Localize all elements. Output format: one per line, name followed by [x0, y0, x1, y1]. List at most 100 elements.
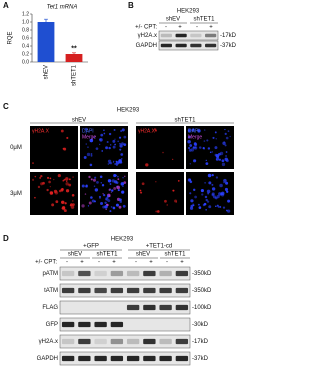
- cell-dot: [224, 144, 227, 147]
- cell-dot: [166, 204, 168, 206]
- blot-band: [160, 43, 172, 48]
- cell-dot: [164, 199, 167, 203]
- significance: **: [71, 46, 77, 53]
- blot-strip: [59, 300, 191, 315]
- cell-dot: [197, 129, 201, 133]
- cell-dot: [219, 151, 224, 156]
- cell-dot: [192, 146, 195, 149]
- cell-dot: [66, 136, 69, 140]
- cell-dot: [66, 180, 68, 183]
- cell-dot: [110, 206, 113, 208]
- blot-band: [126, 304, 140, 311]
- cell-dot: [155, 210, 158, 213]
- cell-dot: [204, 195, 208, 199]
- cell-dot: [107, 179, 112, 183]
- cell-dot: [187, 146, 191, 150]
- cell-dot: [141, 182, 145, 186]
- construct-label: +GFP: [83, 244, 99, 250]
- cell-dot: [96, 181, 99, 184]
- cell-dot: [34, 175, 37, 178]
- cell-dot: [106, 140, 109, 143]
- cell-dot: [99, 175, 103, 179]
- cell-dot: [118, 205, 122, 209]
- cell-dot: [90, 178, 93, 181]
- cell-dot: [94, 188, 99, 192]
- size-label: -17kD: [192, 339, 209, 345]
- cell-dot: [101, 150, 103, 152]
- cell-dot: [206, 200, 210, 203]
- channel-label: DAPI: [82, 128, 94, 134]
- blot-band: [159, 304, 172, 311]
- cell-dot: [121, 190, 125, 194]
- treatment-label: +/- CPT:: [135, 25, 157, 31]
- cell-dot: [100, 202, 104, 206]
- blot-band: [143, 270, 156, 277]
- cell-dot: [122, 204, 126, 208]
- cell-dot: [40, 174, 43, 178]
- size-label: -100kD: [192, 305, 212, 311]
- cell-dot: [120, 129, 123, 133]
- cell-dot: [124, 175, 126, 178]
- cell-dot: [120, 158, 123, 160]
- cell-dot: [145, 163, 149, 167]
- cell-dot: [214, 131, 217, 134]
- blot-band: [160, 33, 172, 38]
- cell-dot: [84, 127, 88, 131]
- cell-dot: [63, 178, 66, 181]
- cell-dot: [112, 206, 116, 210]
- cell-dot: [42, 181, 45, 185]
- cell-dot: [65, 189, 70, 193]
- dose-label: 0μM: [10, 145, 22, 151]
- blot-strip: [59, 283, 191, 298]
- blot-band: [175, 304, 189, 311]
- cell-dot: [207, 147, 211, 150]
- y-tick-label: 0.0: [22, 59, 29, 65]
- cell-dot: [219, 183, 223, 188]
- cell-dot: [190, 148, 195, 152]
- cell-dot: [197, 203, 200, 206]
- cell-dot: [88, 201, 92, 205]
- cell-line: HEK293: [111, 237, 134, 243]
- cell-dot: [200, 189, 204, 193]
- blot-band: [78, 287, 91, 294]
- cell-dot: [111, 179, 115, 183]
- cell-dot: [116, 185, 120, 190]
- cell-dot: [214, 196, 218, 200]
- cell-dot: [118, 198, 122, 202]
- group-label: shEV: [166, 17, 180, 23]
- group-label: shTET1: [96, 252, 118, 258]
- y-tick-label: 0.2: [22, 51, 29, 57]
- cell-dot: [225, 159, 229, 163]
- size-label: -37kD: [220, 43, 237, 49]
- cell-dot: [85, 143, 88, 145]
- cell-dot: [88, 175, 91, 179]
- cell-dot: [53, 189, 58, 194]
- cell-dot: [117, 189, 120, 192]
- blot-band: [159, 270, 172, 277]
- blot-band: [94, 321, 107, 328]
- cell-dot: [60, 129, 64, 133]
- cell-dot: [107, 159, 112, 163]
- cell-dot: [101, 184, 105, 187]
- cell-dot: [70, 205, 75, 209]
- cell-dot: [49, 186, 51, 188]
- cell-dot: [115, 174, 117, 177]
- cell-dot: [107, 163, 110, 165]
- blot-band: [94, 270, 107, 277]
- figure: A Tet1 mRNA RQE 0.0 0.2 0.4 0.6 0.8 1.0 1.2 shEV sh…: [3, 1, 237, 366]
- cell-dot: [187, 135, 191, 139]
- cell-dot: [47, 176, 50, 179]
- cell-dot: [191, 128, 195, 132]
- x-tick-label: shTET1: [72, 64, 78, 86]
- treatment-sign: -: [66, 260, 68, 266]
- blot-band: [78, 321, 91, 328]
- cell-dot: [187, 178, 192, 182]
- bar: [37, 22, 55, 62]
- cell-dot: [193, 142, 197, 146]
- channel-label: Merge: [82, 134, 96, 140]
- cell-dot: [112, 139, 116, 143]
- treatment-sign: -: [165, 25, 167, 31]
- cell-dot: [65, 177, 69, 181]
- cell-dot: [108, 188, 111, 192]
- image-tile: [30, 126, 78, 169]
